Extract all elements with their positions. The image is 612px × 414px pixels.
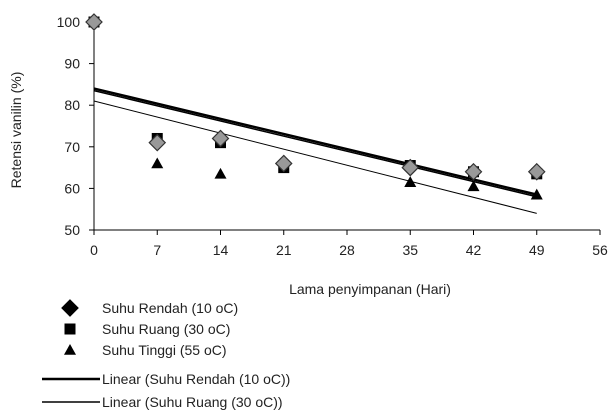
- legend-label: Suhu Rendah (10 oC): [102, 300, 238, 316]
- axes: 50 60 70 80 90 100 0 7 14 21 28 35 42 49 56: [57, 14, 608, 258]
- trendline-1: [93, 87, 538, 196]
- y-tick-label: 100: [57, 14, 81, 30]
- legend-triangle-icon: [64, 344, 76, 355]
- triangle-point: [151, 157, 164, 169]
- diamond-point: [464, 162, 483, 181]
- x-tick-label: 49: [529, 242, 545, 258]
- diamond-point: [211, 129, 230, 148]
- triangle-point: [530, 188, 543, 200]
- legend-square-icon: [64, 323, 76, 335]
- x-tick-label: 14: [213, 242, 229, 258]
- x-tick-label: 28: [339, 242, 355, 258]
- triangle-point: [404, 176, 417, 187]
- diamond-point: [85, 13, 103, 31]
- x-tick-label: 7: [153, 242, 161, 258]
- legend-label: Suhu Ruang (30 oC): [102, 321, 230, 337]
- diamond-point: [274, 154, 293, 173]
- legend-label: Linear (Suhu Ruang (30 oC)): [102, 394, 283, 410]
- x-tick-label: 35: [402, 242, 418, 258]
- trendlines: [93, 87, 538, 214]
- triangle-point: [214, 167, 227, 179]
- trendline-3: [93, 100, 537, 214]
- x-tick-label: 21: [276, 242, 292, 258]
- legend-diamond-icon: [61, 299, 79, 317]
- y-tick-label: 50: [64, 222, 80, 238]
- triangle-point: [467, 180, 480, 192]
- y-tick-label: 60: [64, 180, 80, 196]
- x-tick-label: 0: [90, 242, 98, 258]
- trendline-2: [93, 89, 537, 198]
- x-tick-label: 42: [466, 242, 482, 258]
- legend-label: Suhu Tinggi (55 oC): [102, 342, 227, 358]
- diamond-point: [401, 158, 420, 177]
- legend-label: Linear (Suhu Rendah (10 oC)): [102, 371, 290, 387]
- y-axis-label: Retensi vanilin (%): [8, 72, 24, 189]
- y-tick-label: 80: [64, 97, 80, 113]
- data-points: [85, 13, 546, 200]
- y-tick-label: 90: [64, 56, 80, 72]
- legend: Suhu Rendah (10 oC) Suhu Ruang (30 oC) Suh…: [42, 299, 290, 410]
- x-tick-label: 56: [592, 242, 608, 258]
- diamond-point: [148, 133, 167, 152]
- x-axis-label: Lama penyimpanan (Hari): [289, 281, 451, 297]
- diamond-point: [527, 162, 546, 181]
- y-tick-label: 70: [64, 139, 80, 155]
